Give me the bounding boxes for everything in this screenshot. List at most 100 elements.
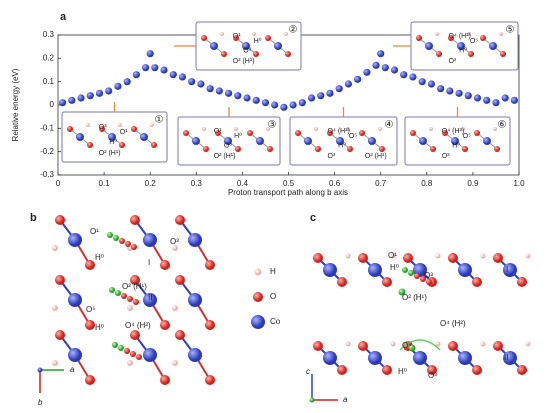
- hydrogen: [525, 341, 531, 347]
- data-point: [95, 89, 104, 97]
- oxygen: [201, 35, 207, 41]
- cobalt: [210, 42, 218, 50]
- oxygen: [119, 142, 125, 148]
- cobalt: [368, 263, 382, 277]
- hydrogen: [172, 360, 178, 366]
- oxygen: [67, 126, 73, 132]
- x-tick-label: 0.3: [191, 179, 203, 188]
- oxygen: [358, 341, 368, 351]
- cobalt: [76, 133, 84, 141]
- proton-path: [121, 293, 127, 299]
- data-point: [188, 78, 196, 86]
- cobalt: [143, 293, 157, 307]
- proton-path: [136, 354, 142, 360]
- hydrogen: [480, 341, 486, 347]
- data-point: [400, 71, 408, 79]
- inset-label: O² (H¹): [233, 58, 255, 65]
- atom-label: II: [504, 353, 508, 362]
- oxygen: [85, 320, 95, 330]
- proton-path: [420, 276, 426, 282]
- cobalt: [68, 233, 82, 247]
- axis-origin: [309, 397, 315, 403]
- cobalt: [457, 42, 465, 50]
- data-point: [243, 94, 251, 102]
- data-point: [464, 92, 472, 100]
- data-point: [234, 92, 242, 100]
- data-point: [86, 92, 94, 100]
- panel-label: c: [310, 212, 316, 224]
- x-tick-label: 0.6: [329, 179, 341, 188]
- oxygen: [442, 130, 448, 136]
- x-tick-label: 0.9: [467, 179, 479, 188]
- oxygen: [337, 277, 347, 287]
- oxygen: [151, 142, 157, 148]
- oxygen: [462, 146, 468, 152]
- proton-path: [414, 273, 420, 279]
- inset-number: ⑥: [498, 120, 507, 131]
- inset-label: O⁴ (H²): [327, 128, 349, 135]
- data-point: [446, 87, 454, 95]
- inset-label: H⁰: [459, 47, 467, 55]
- data-point: [206, 85, 214, 93]
- atom-label: O³: [428, 371, 437, 380]
- cobalt: [483, 137, 491, 145]
- proton-path: [133, 299, 139, 305]
- inset-label: O³: [442, 153, 450, 160]
- oxygen: [427, 365, 437, 375]
- hydrogen: [266, 127, 270, 131]
- data-point: [418, 78, 426, 86]
- atom-label: H⁰: [95, 253, 104, 262]
- inset-label: H⁰: [338, 142, 346, 150]
- hydrogen: [86, 123, 90, 127]
- inset-label: O⁵: [463, 133, 471, 140]
- data-point: [271, 101, 279, 109]
- data-point: [123, 78, 131, 86]
- legend-marker: [251, 315, 265, 329]
- data-point: [427, 80, 436, 88]
- oxygen: [430, 146, 436, 152]
- data-point: [455, 89, 463, 97]
- axis-label: c: [306, 367, 310, 376]
- inset-label: H⁰: [109, 138, 117, 146]
- oxygen: [493, 253, 503, 263]
- oxygen: [285, 51, 291, 57]
- data-point: [215, 87, 223, 95]
- data-point: [68, 96, 76, 104]
- data-point: [252, 96, 260, 104]
- atom-label: O¹: [388, 251, 397, 260]
- oxygen: [175, 330, 185, 340]
- x-tick-label: 0.1: [99, 179, 111, 188]
- cobalt: [336, 137, 344, 145]
- oxygen: [468, 51, 474, 57]
- oxygen: [500, 51, 506, 57]
- atom-label: O³: [424, 271, 433, 280]
- hydrogen: [284, 32, 288, 36]
- data-point: [473, 94, 482, 102]
- oxygen: [205, 260, 215, 270]
- inset-label: O² (H¹): [99, 150, 121, 157]
- atom-label: O⁴ (H²): [125, 321, 151, 330]
- data-point: [437, 85, 445, 93]
- hydrogen: [150, 123, 154, 127]
- oxygen: [267, 146, 273, 152]
- data-point: [317, 92, 325, 100]
- atom-label: O² (H¹): [122, 282, 147, 291]
- data-point: [146, 50, 154, 58]
- y-tick-label: -0.2: [40, 147, 54, 156]
- oxygen: [55, 330, 65, 340]
- atom-label: O⁵: [86, 305, 96, 314]
- oxygen: [55, 275, 65, 285]
- cobalt: [368, 137, 376, 145]
- oxygen: [448, 341, 458, 351]
- cobalt: [451, 137, 459, 145]
- hydrogen: [52, 245, 58, 251]
- inset-label: O¹: [120, 129, 128, 136]
- y-tick-label: 0.1: [43, 77, 55, 86]
- x-tick-label: 0.4: [237, 179, 249, 188]
- atom-label: O¹: [90, 227, 99, 236]
- proton-path: [131, 244, 137, 250]
- hydrogen: [172, 245, 178, 251]
- oxygen: [160, 260, 170, 270]
- data-point: [510, 96, 518, 104]
- data-point: [77, 94, 85, 102]
